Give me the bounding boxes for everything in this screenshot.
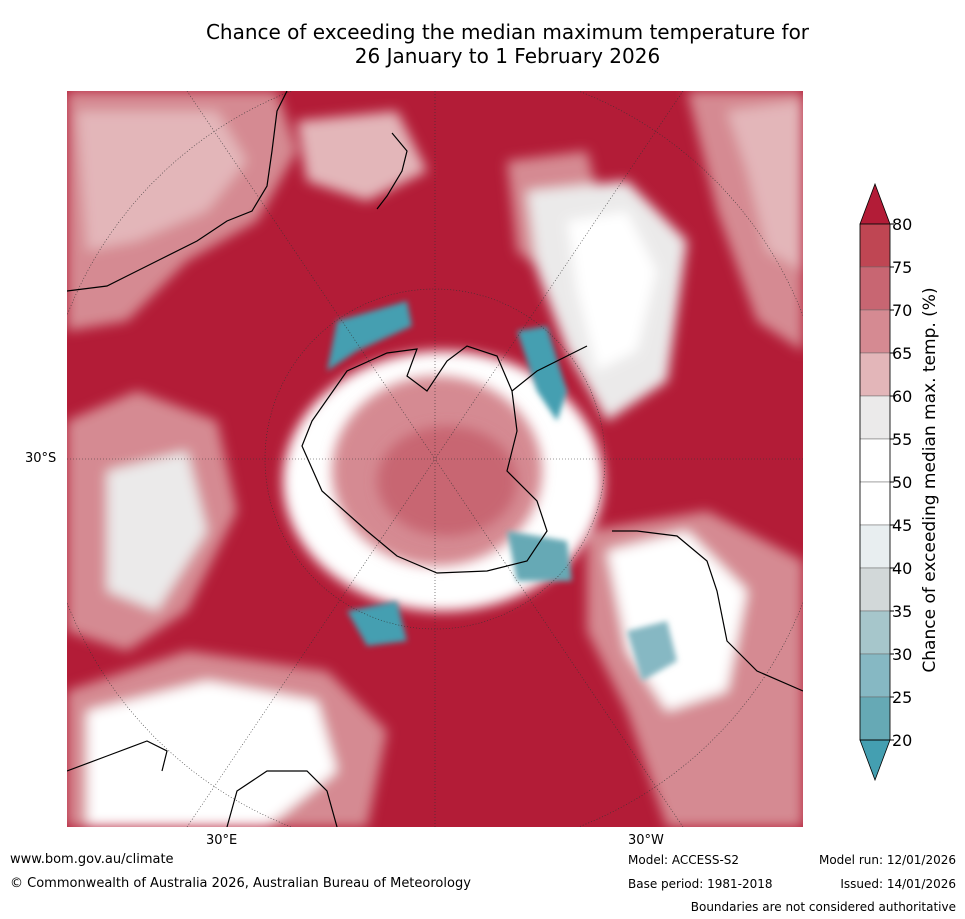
colorbar-extend-low (859, 739, 891, 782)
footer-url[interactable]: www.bom.gov.au/climate (10, 852, 174, 867)
colorbar-bin (859, 610, 891, 655)
colorbar-tick-label: 55 (892, 430, 912, 449)
footer-copyright: © Commonwealth of Australia 2026, Austra… (10, 876, 471, 891)
pink-patches-south (67, 391, 803, 827)
footer-boundaries-note: Boundaries are not considered authoritat… (690, 900, 956, 914)
coastlines (67, 91, 803, 827)
colorbar-tick-label: 65 (892, 344, 912, 363)
title-line-1: Chance of exceeding the median maximum t… (205, 20, 810, 44)
colorbar-tick-label: 40 (892, 559, 912, 578)
colorbar-bin (859, 567, 891, 612)
probability-map[interactable] (67, 91, 803, 827)
colorbar-bin (859, 481, 891, 526)
colorbar-tick-label: 20 (892, 731, 912, 750)
colorbar-bin (859, 438, 891, 483)
map-svg (67, 91, 803, 827)
lon-label-west: 30°W (628, 833, 664, 848)
colorbar-tick-label: 75 (892, 258, 912, 277)
colorbar-tick-label: 70 (892, 301, 912, 320)
colorbar-tick-label: 35 (892, 602, 912, 621)
colorbar-extend-high (859, 182, 891, 225)
colorbar-ticks: 80 75 70 65 60 55 50 45 40 35 30 25 20 (890, 215, 912, 750)
colorbar-title: Chance of exceeding median max. temp. (%… (920, 287, 940, 673)
antarctic-ring (283, 301, 677, 681)
colorbar-tick-label: 25 (892, 688, 912, 707)
colorbar-bin (859, 309, 891, 354)
colorbar-tick-label: 30 (892, 645, 912, 664)
footer-model: Model: ACCESS-S2 (628, 853, 740, 867)
colorbar-bin (859, 266, 891, 311)
footer-model-run: Model run: 12/01/2026 (818, 853, 956, 867)
colorbar-segments (859, 182, 891, 782)
colorbar-bin (859, 223, 891, 268)
colorbar-bin (859, 524, 891, 569)
colorbar-bin (859, 696, 891, 741)
lat-label: 30°S (25, 451, 57, 466)
colorbar-bin (859, 352, 891, 397)
graticule (67, 91, 803, 827)
colorbar-bin (859, 653, 891, 698)
colorbar-tick-label: 60 (892, 387, 912, 406)
footer-base-period: Base period: 1981-2018 (628, 877, 773, 891)
colorbar-legend: 80 75 70 65 60 55 50 45 40 35 30 25 20 (856, 180, 965, 785)
colorbar-bin (859, 395, 891, 440)
lon-label-east: 30°E (206, 833, 238, 848)
pink-patches-north (67, 91, 803, 421)
title-line-2: 26 January to 1 February 2026 (354, 44, 661, 68)
colorbar-tick-label: 80 (892, 215, 912, 234)
footer-issued: Issued: 14/01/2026 (840, 877, 956, 891)
colorbar-svg: 80 75 70 65 60 55 50 45 40 35 30 25 20 (859, 182, 912, 782)
colorbar-tick-label: 45 (892, 516, 912, 535)
chart-title: Chance of exceeding the median maximum t… (60, 20, 955, 68)
colorbar-tick-label: 50 (892, 473, 912, 492)
